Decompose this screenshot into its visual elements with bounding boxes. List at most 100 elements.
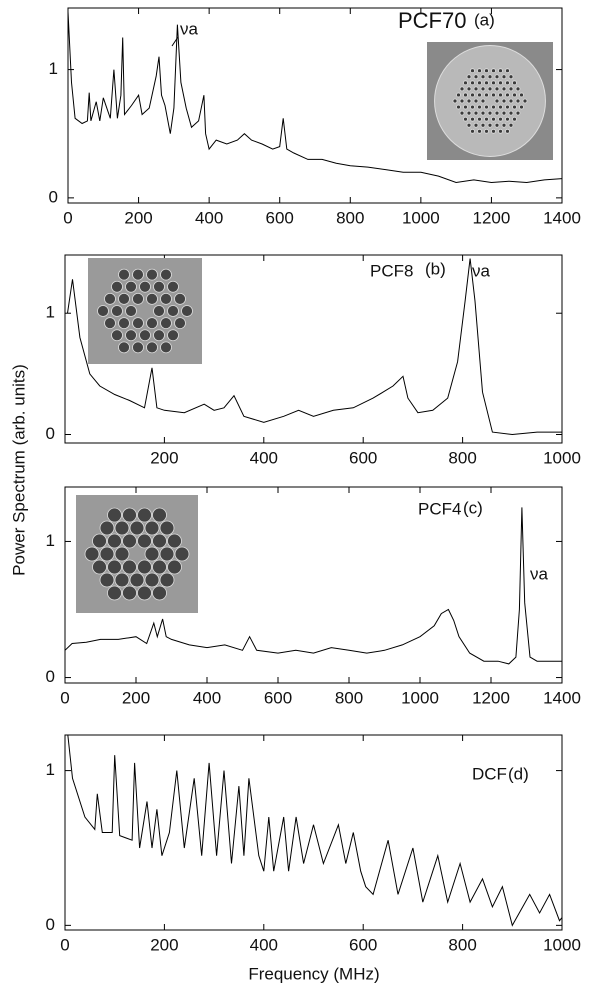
air-hole [118,268,130,281]
air-hole [125,280,137,293]
air-hole [153,305,165,317]
air-hole [498,68,503,74]
air-hole [494,110,500,116]
air-hole [505,80,510,86]
plot-frame [67,7,563,204]
air-hole [466,86,472,92]
air-hole [152,585,167,601]
x-tick-label: 1000 [543,448,581,467]
air-hole [160,292,172,305]
annotation: νa [530,564,549,583]
x-tick-label: 200 [150,935,178,954]
spectrum-line [67,258,562,436]
x-tick-label: 600 [349,935,377,954]
air-hole [477,80,482,86]
air-hole [97,305,109,317]
air-hole [114,546,130,562]
y-tick-label: 0 [49,187,58,206]
air-hole [111,280,123,293]
air-hole [508,110,514,116]
air-hole [487,86,493,92]
air-hole [480,122,486,128]
air-hole [519,92,524,98]
air-hole [522,98,528,104]
air-hole [132,268,144,281]
inset-image [88,258,202,364]
spectrum-line [68,11,562,184]
y-tick-label: 1 [46,303,55,322]
x-tick-label: 200 [124,208,152,227]
air-hole [152,559,167,575]
air-hole [459,110,465,116]
panel-label: (c) [463,498,483,517]
x-tick-label: 1400 [543,688,581,707]
air-hole [463,80,468,86]
air-hole [146,292,158,305]
air-hole [456,104,461,110]
air-hole [508,122,514,128]
air-hole [484,80,489,86]
air-hole [508,74,514,80]
air-hole [494,122,500,128]
air-hole [137,559,152,575]
plot-frame [64,734,563,931]
air-hole [519,104,524,110]
annotation: νa [180,19,199,38]
air-hole [477,128,482,134]
air-hole [484,68,489,74]
air-hole [107,533,122,549]
x-tick-label: 0 [60,935,69,954]
panel-title: PCF8 [370,261,413,280]
air-hole [473,74,479,80]
x-tick-label: 1200 [473,208,511,227]
air-hole [118,341,130,354]
fiber-cladding [434,45,546,157]
air-hole [84,546,100,562]
air-hole [107,559,122,575]
air-hole [152,533,167,549]
air-hole [484,92,489,98]
air-hole [122,585,137,601]
air-hole [144,520,160,536]
x-tick-label: 400 [195,208,223,227]
air-hole [512,80,517,86]
air-hole [498,128,503,134]
air-hole [160,317,172,330]
air-hole [505,104,510,110]
air-hole [152,507,167,523]
air-hole [470,116,475,122]
air-hole [167,533,182,549]
air-hole [99,546,115,562]
air-hole [508,86,514,92]
x-tick-label: 200 [122,688,150,707]
air-hole [480,74,486,80]
x-tick-label: 600 [264,688,292,707]
air-hole [466,74,472,80]
x-tick-label: 800 [448,448,476,467]
air-hole [487,122,493,128]
air-hole [114,520,130,536]
x-tick-label: 600 [349,448,377,467]
air-hole [129,520,145,536]
air-hole [470,104,475,110]
air-hole [501,86,507,92]
air-hole [167,305,179,317]
air-hole [153,329,165,342]
air-hole [501,122,507,128]
air-hole [470,80,475,86]
air-hole [512,92,517,98]
air-hole [137,507,152,523]
x-tick-label: 1000 [401,688,439,707]
air-hole [144,572,160,588]
air-hole [491,116,496,122]
air-hole [137,533,152,549]
air-hole [512,116,517,122]
air-hole [174,292,186,305]
inset-image [76,495,198,613]
air-hole [463,92,468,98]
air-hole [104,292,116,305]
panel-title: PCF70 [398,8,466,33]
air-hole [477,104,482,110]
